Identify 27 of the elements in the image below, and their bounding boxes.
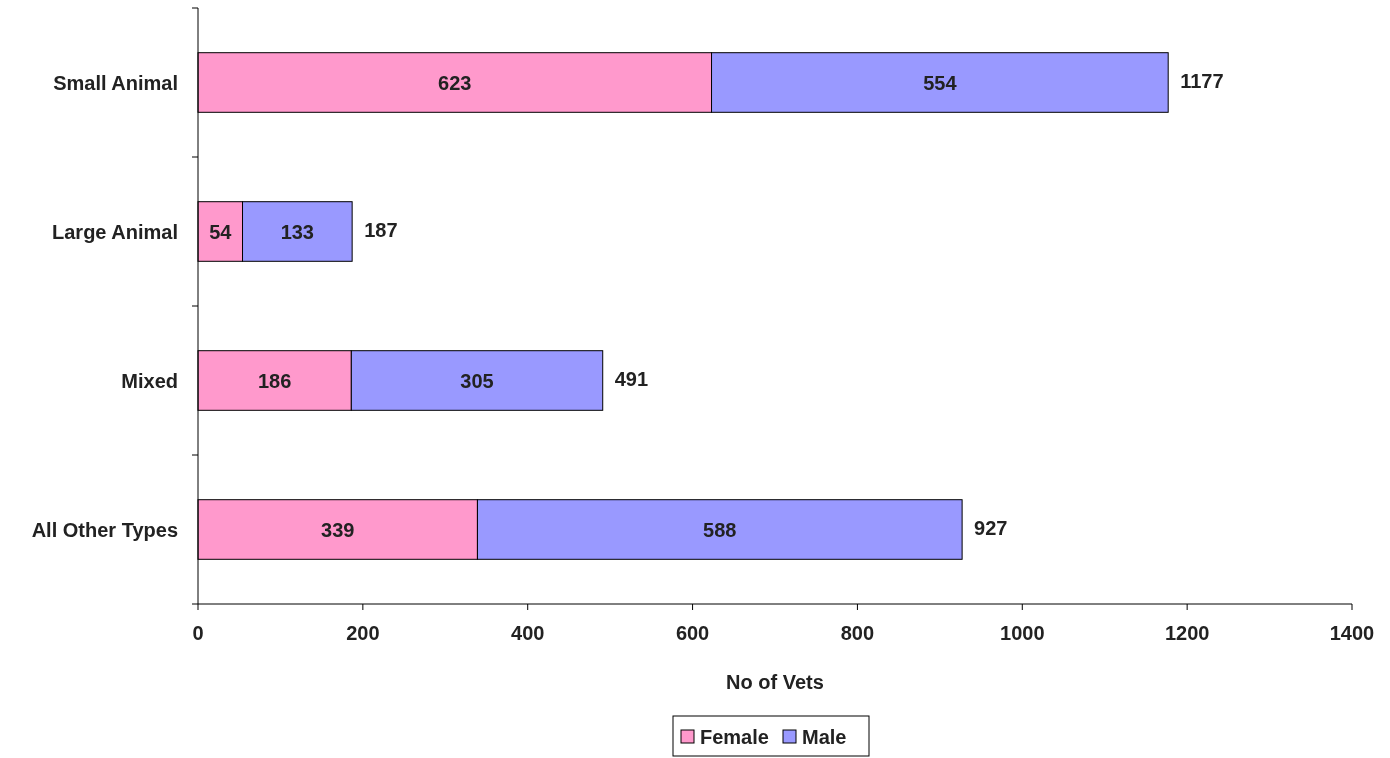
x-tick-label: 0 [192, 622, 204, 644]
data-label: 305 [460, 369, 494, 392]
total-label: 187 [364, 218, 398, 241]
legend-label: Male [802, 726, 847, 748]
data-label: 554 [923, 71, 958, 94]
total-label: 491 [614, 367, 649, 390]
x-tick-label: 600 [675, 622, 710, 644]
x-tick-label: 200 [346, 622, 380, 644]
y-tick-label: Large Animal [52, 220, 178, 243]
x-axis-title: No of Vets [726, 671, 824, 693]
y-tick-label: All Other Types [31, 518, 178, 541]
legend-label: Female [700, 726, 769, 748]
data-label: 133 [280, 220, 315, 243]
x-tick-label: 1200 [1164, 622, 1210, 644]
x-tick-label: 400 [511, 622, 545, 644]
data-label: 186 [257, 369, 292, 392]
x-tick-label: 800 [840, 622, 875, 644]
y-tick-label: Small Animal [53, 71, 178, 94]
total-label: 927 [974, 516, 1008, 539]
data-label: 623 [438, 71, 472, 94]
data-label: 588 [703, 518, 737, 541]
data-label: 339 [321, 518, 355, 541]
x-tick-label: 1000 [1000, 622, 1045, 644]
data-label: 54 [209, 220, 233, 243]
total-label: 1177 [1180, 69, 1224, 92]
y-tick-label: Mixed [121, 369, 178, 392]
x-tick-label: 1400 [1329, 622, 1375, 644]
